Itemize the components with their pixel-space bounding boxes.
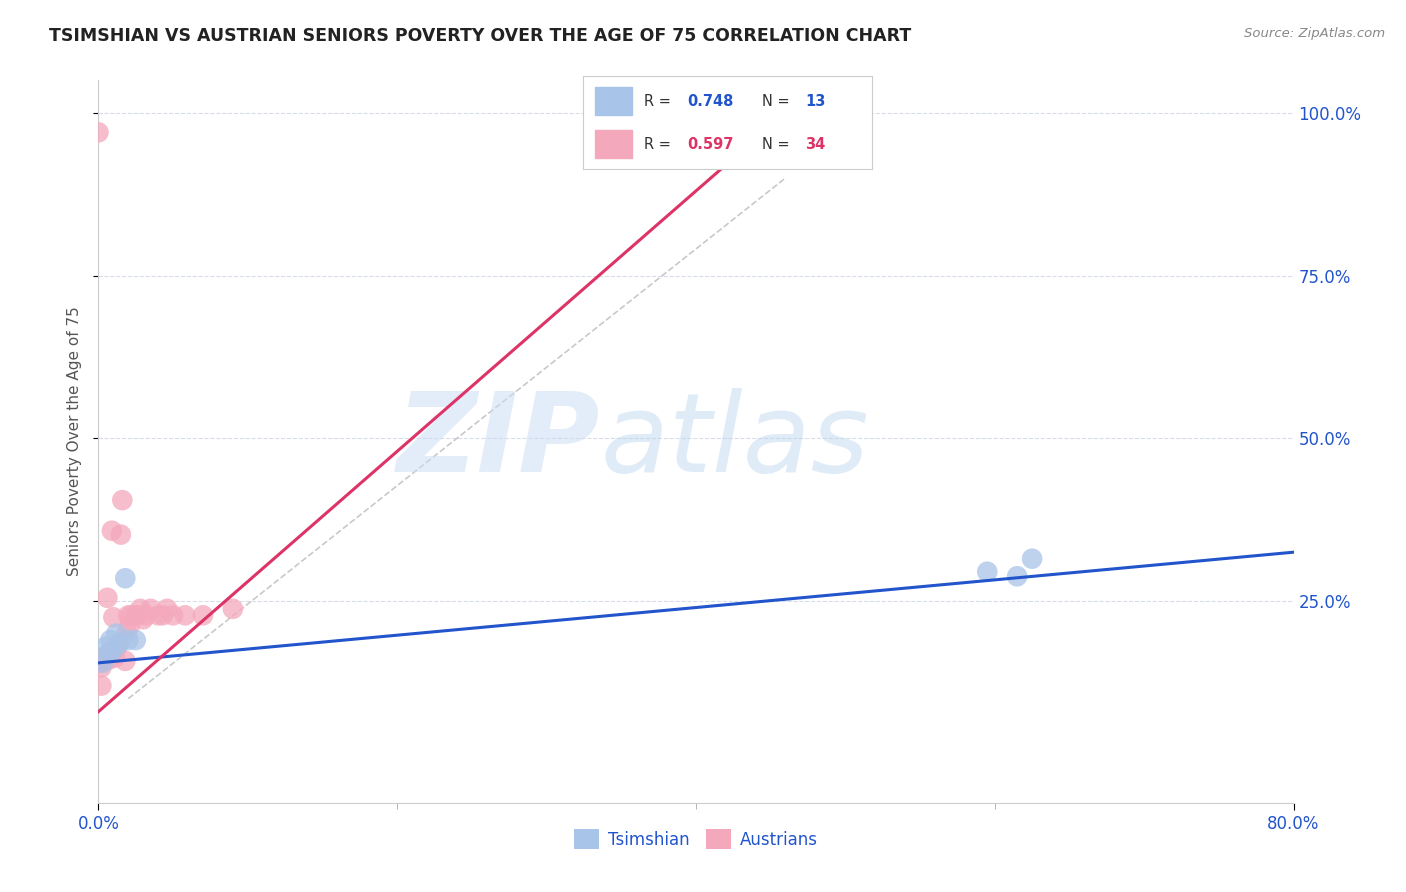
Point bbox=[125, 633, 148, 648]
Point bbox=[104, 650, 127, 665]
Point bbox=[125, 608, 148, 623]
Point bbox=[108, 636, 131, 650]
Point bbox=[1005, 569, 1028, 583]
Point bbox=[98, 633, 122, 648]
Point bbox=[105, 626, 128, 640]
Point bbox=[148, 608, 170, 623]
Point bbox=[87, 656, 110, 670]
Point bbox=[135, 608, 157, 623]
Text: R =: R = bbox=[644, 136, 675, 152]
Point bbox=[94, 640, 117, 654]
FancyBboxPatch shape bbox=[595, 130, 633, 158]
Point bbox=[90, 660, 112, 674]
Point bbox=[152, 608, 174, 623]
Point bbox=[91, 656, 114, 670]
Y-axis label: Seniors Poverty Over the Age of 75: Seniors Poverty Over the Age of 75 bbox=[67, 307, 83, 576]
Point bbox=[222, 602, 245, 616]
Point bbox=[117, 608, 139, 623]
Point bbox=[127, 608, 149, 623]
Point bbox=[90, 679, 112, 693]
Point bbox=[117, 633, 139, 648]
Point bbox=[94, 649, 117, 664]
Point bbox=[98, 645, 122, 659]
Point bbox=[114, 654, 136, 668]
Point bbox=[114, 571, 136, 585]
Point bbox=[132, 612, 155, 626]
Point bbox=[97, 646, 120, 660]
Point bbox=[96, 591, 118, 605]
FancyBboxPatch shape bbox=[595, 87, 633, 115]
Text: 0.597: 0.597 bbox=[688, 136, 734, 152]
Point bbox=[118, 619, 141, 633]
Point bbox=[139, 602, 162, 616]
Point bbox=[129, 602, 152, 616]
Point bbox=[111, 493, 134, 508]
Point bbox=[97, 652, 120, 666]
Point bbox=[105, 640, 128, 655]
Point bbox=[120, 608, 142, 623]
Point bbox=[1021, 551, 1043, 566]
Text: atlas: atlas bbox=[600, 388, 869, 495]
Point bbox=[156, 602, 179, 616]
Text: N =: N = bbox=[762, 136, 794, 152]
Point bbox=[101, 524, 124, 538]
Point bbox=[110, 527, 132, 541]
Point bbox=[115, 625, 138, 640]
Point bbox=[103, 643, 125, 657]
Legend: Tsimshian, Austrians: Tsimshian, Austrians bbox=[568, 822, 824, 856]
Text: 0.748: 0.748 bbox=[688, 94, 734, 109]
Point bbox=[174, 608, 197, 623]
Text: 13: 13 bbox=[806, 94, 825, 109]
Point bbox=[87, 125, 110, 139]
Point bbox=[103, 610, 125, 624]
Point bbox=[107, 638, 129, 652]
Text: 34: 34 bbox=[806, 136, 825, 152]
Text: Source: ZipAtlas.com: Source: ZipAtlas.com bbox=[1244, 27, 1385, 40]
Text: ZIP: ZIP bbox=[396, 388, 600, 495]
Text: R =: R = bbox=[644, 94, 675, 109]
Point bbox=[191, 608, 214, 623]
Text: TSIMSHIAN VS AUSTRIAN SENIORS POVERTY OVER THE AGE OF 75 CORRELATION CHART: TSIMSHIAN VS AUSTRIAN SENIORS POVERTY OV… bbox=[49, 27, 911, 45]
Point bbox=[976, 565, 998, 579]
Point bbox=[93, 654, 115, 668]
Point bbox=[162, 608, 184, 623]
Text: N =: N = bbox=[762, 94, 794, 109]
